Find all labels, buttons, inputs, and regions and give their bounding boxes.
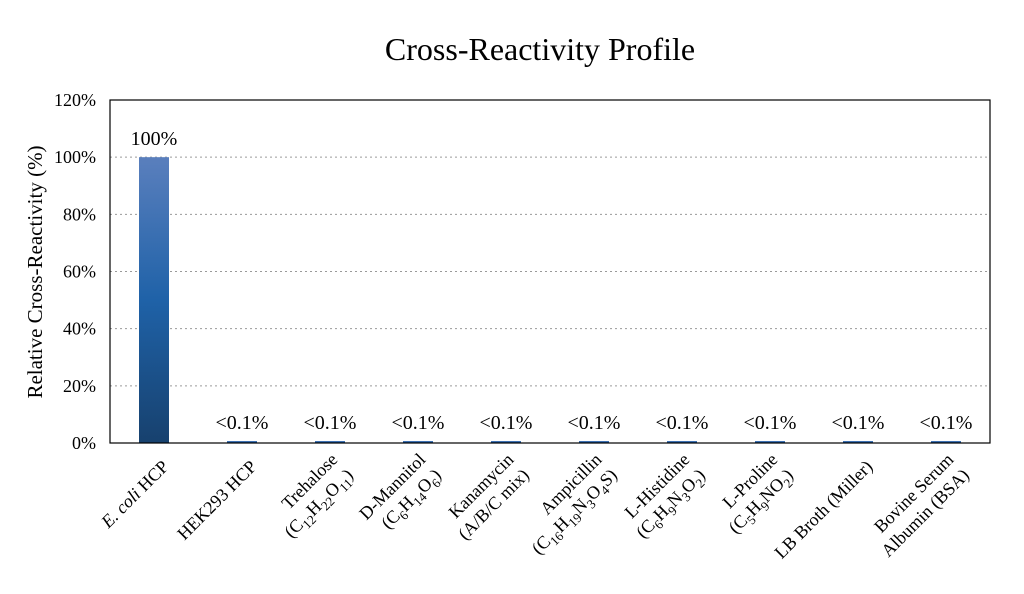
- y-tick-label: 0%: [72, 433, 96, 453]
- data-label-7: <0.1%: [656, 412, 709, 434]
- x-category-label-7: L-Histidine(C6H9N3O2): [621, 449, 710, 542]
- x-category-label-6: Ampicillin(C16H19N3O4S): [528, 449, 622, 559]
- data-label-10: <0.1%: [920, 412, 973, 434]
- bar-8: [755, 441, 785, 443]
- gridlines: [110, 156, 990, 387]
- x-axis-categories: E. coli HCP HEK293 HCP Trehalose(C12H22O11…: [96, 449, 973, 563]
- y-tick-label: 60%: [63, 262, 96, 282]
- data-label-6: <0.1%: [568, 412, 621, 434]
- plot-area-frame: [109, 99, 991, 444]
- y-axis-label: Relative Cross-Reactivity (%): [23, 145, 47, 398]
- bar-7: [667, 441, 697, 443]
- data-label-4: <0.1%: [392, 412, 445, 434]
- x-category-label-4: D-Mannitol(C6H14O6): [355, 449, 446, 533]
- data-label-3: <0.1%: [304, 412, 357, 434]
- y-tick-label: 20%: [63, 376, 96, 396]
- bar-2: [227, 441, 257, 443]
- y-tick-label: 80%: [63, 204, 96, 224]
- bar-1: [139, 157, 169, 443]
- bar-6: [579, 441, 609, 443]
- data-label-8: <0.1%: [744, 412, 797, 434]
- data-label-2: <0.1%: [216, 412, 269, 434]
- x-category-line1: HEK293 HCP: [173, 456, 260, 543]
- bar-4: [403, 441, 433, 443]
- y-tick-label: 40%: [63, 319, 96, 339]
- chart-title: Cross-Reactivity Profile: [385, 31, 695, 67]
- bar-10: [931, 441, 961, 443]
- x-category-label-2: HEK293 HCP: [173, 456, 260, 543]
- x-category-label-1: E. coli HCP: [96, 456, 172, 532]
- y-tick-label: 100%: [54, 147, 96, 167]
- y-tick-label: 120%: [54, 90, 96, 110]
- x-category-label-8: L-Proline(C5H9NO2): [718, 449, 797, 538]
- bar-9: [843, 441, 873, 443]
- bar-5: [491, 441, 521, 443]
- data-label-9: <0.1%: [832, 412, 885, 434]
- bars: [139, 157, 961, 443]
- x-category-label-3: Trehalose(C12H22O11): [278, 449, 358, 542]
- data-label-1: 100%: [131, 128, 178, 150]
- bar-3: [315, 441, 345, 443]
- x-category-label-5: Kanamycin(A/B/C mix): [445, 449, 534, 544]
- y-axis-ticks: 0% 20% 40% 60% 80% 100% 120%: [54, 90, 96, 453]
- x-category-line1: E. coli HCP: [96, 456, 172, 532]
- data-label-5: <0.1%: [480, 412, 533, 434]
- data-labels: 100% <0.1% <0.1% <0.1% <0.1% <0.1% <0.1% <0.1% <…: [131, 128, 973, 434]
